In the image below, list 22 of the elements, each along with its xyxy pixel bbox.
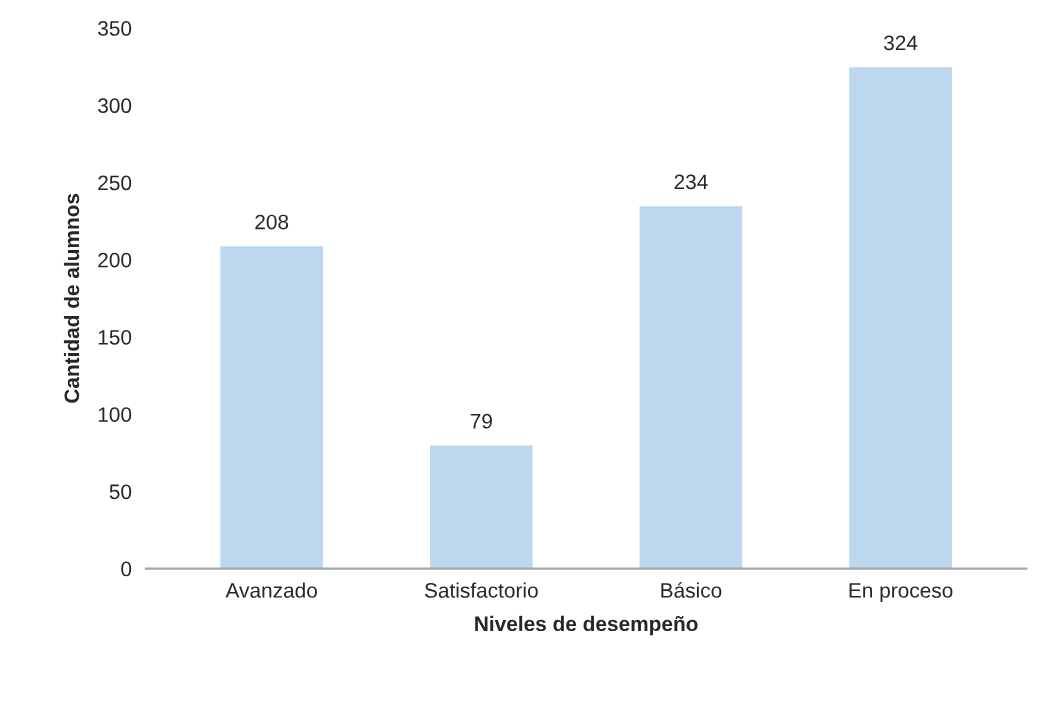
x-tick-label: Avanzado: [225, 582, 317, 598]
x-axis-title: Niveles de desempeño: [475, 615, 698, 636]
data-label: 79: [470, 413, 492, 429]
bar: [849, 67, 952, 569]
y-tick-label: 300: [98, 98, 132, 114]
y-tick-label: 150: [98, 329, 132, 345]
y-tick-label: 250: [98, 175, 132, 191]
y-tick-label: 50: [109, 484, 132, 500]
y-tick-label: 0: [121, 561, 132, 577]
x-tick-label: Satisfactorio: [424, 582, 538, 598]
y-tick-label: 100: [98, 407, 132, 422]
y-tick-label: 350: [98, 21, 132, 36]
y-tick-label: 200: [98, 252, 132, 268]
x-tick-label: Básico: [661, 582, 722, 598]
bar: [220, 246, 324, 569]
x-tick-label: En proceso: [849, 583, 953, 602]
data-label: 208: [255, 214, 289, 230]
data-label: 234: [674, 174, 708, 190]
y-axis-title: Cantidad de alumnos: [63, 193, 80, 403]
bar: [429, 445, 533, 569]
bar: [639, 206, 743, 569]
data-label: 324: [884, 35, 918, 51]
